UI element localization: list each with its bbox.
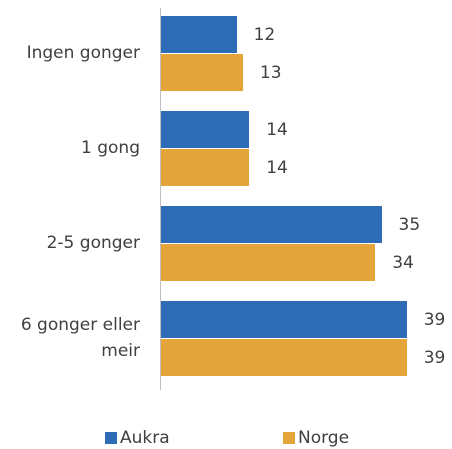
category-label: 6 gonger eller meir	[20, 315, 140, 361]
legend-label: Aukra	[120, 428, 170, 448]
value-label: 13	[259, 62, 282, 83]
bar	[161, 339, 407, 376]
bar	[161, 16, 237, 53]
value-label: 14	[266, 157, 288, 178]
legend-label: Norge	[298, 428, 350, 448]
value-label: 35	[398, 214, 421, 235]
legend-swatch	[283, 432, 295, 444]
bar	[161, 206, 382, 243]
bar	[161, 301, 407, 338]
value-label: 14	[266, 119, 288, 140]
value-label: 39	[423, 309, 446, 330]
category-label: Ingen gonger	[26, 43, 140, 63]
category-label: 1 gong	[81, 138, 140, 158]
category-label: 2-5 gonger	[46, 233, 140, 253]
value-label: 34	[392, 252, 414, 273]
bar	[161, 149, 250, 186]
axis-line	[160, 8, 161, 390]
bar	[161, 111, 250, 148]
value-label: 12	[253, 24, 276, 45]
value-label: 39	[423, 347, 446, 368]
bar	[161, 244, 376, 281]
bar	[161, 54, 243, 91]
legend-swatch	[105, 432, 117, 444]
